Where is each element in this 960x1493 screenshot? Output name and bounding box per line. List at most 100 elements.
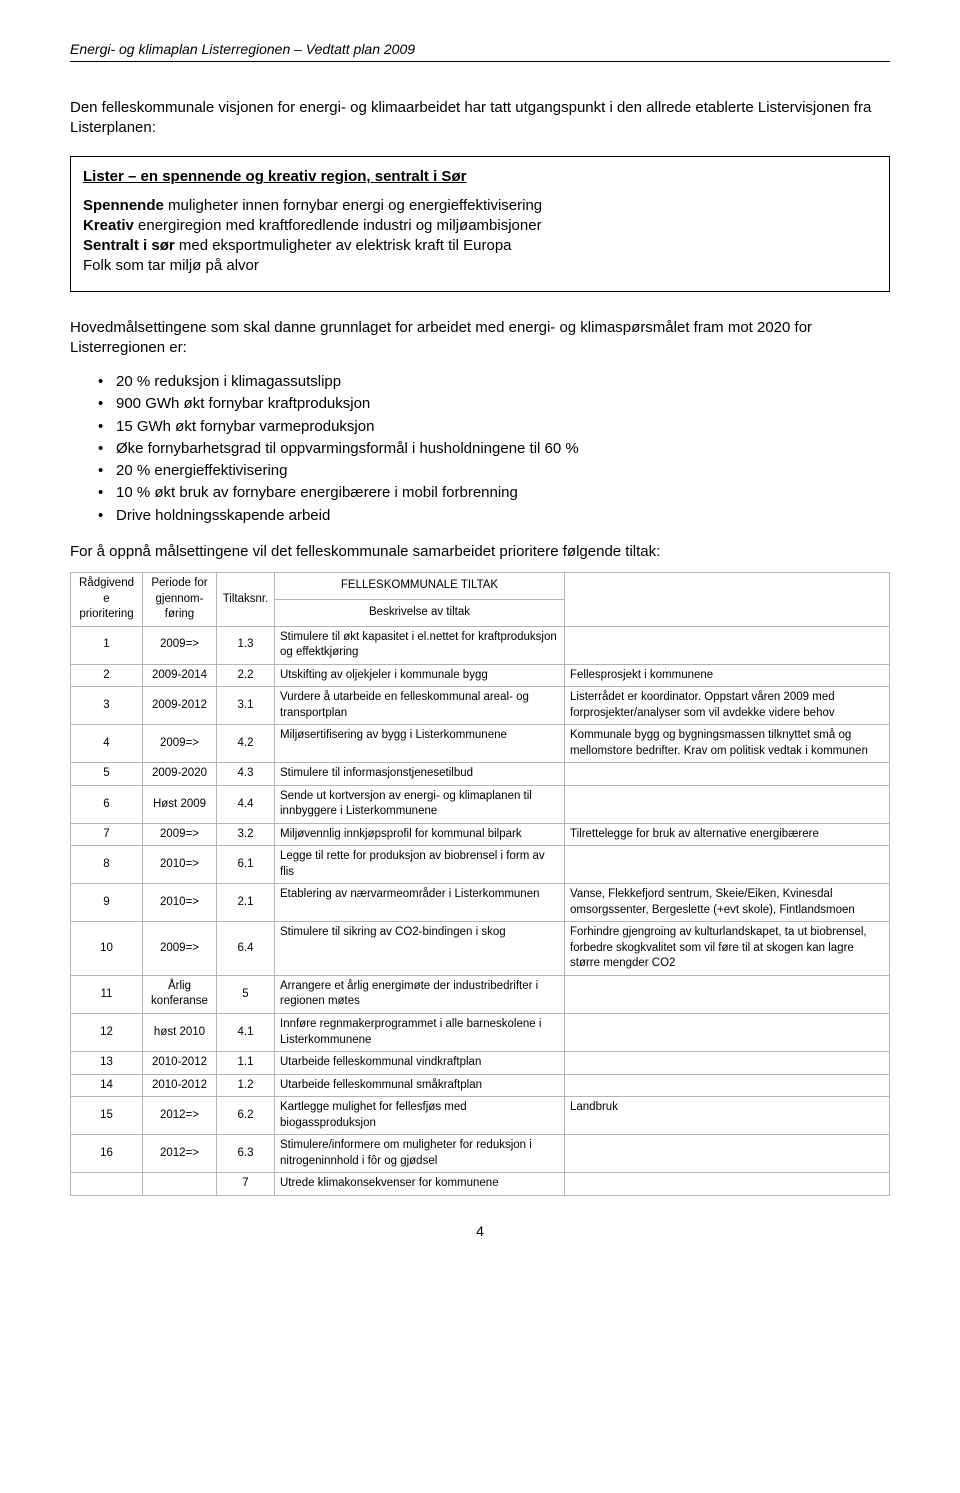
table-cell: 2.1 <box>217 884 275 922</box>
table-cell: Miljøsertifisering av bygg i Listerkommu… <box>275 725 565 763</box>
page-number: 4 <box>70 1222 890 1241</box>
table-cell: 1 <box>71 626 143 664</box>
goal-item: 20 % reduksjon i klimagassutslipp <box>98 372 890 392</box>
table-cell: Landbruk <box>565 1097 890 1135</box>
goal-item: Drive holdningsskapende arbeid <box>98 506 890 526</box>
table-cell: 6.4 <box>217 922 275 976</box>
table-row: 12høst 20104.1Innføre regnmakerprogramme… <box>71 1014 890 1052</box>
table-cell: høst 2010 <box>143 1014 217 1052</box>
table-row: 6Høst 20094.4Sende ut kortversjon av ene… <box>71 785 890 823</box>
table-cell <box>565 626 890 664</box>
table-cell: 2012=> <box>143 1135 217 1173</box>
table-cell: Etablering av nærvarmeområder i Listerko… <box>275 884 565 922</box>
table-cell: Utrede klimakonsekvenser for kommunene <box>275 1173 565 1196</box>
table-cell: 9 <box>71 884 143 922</box>
table-row: 72009=>3.2Miljøvennlig innkjøpsprofil fo… <box>71 823 890 846</box>
table-cell <box>565 1135 890 1173</box>
table-cell: Innføre regnmakerprogrammet i alle barne… <box>275 1014 565 1052</box>
table-cell: Fellesprosjekt i kommunene <box>565 664 890 687</box>
th-measures-top: FELLESKOMMUNALE TILTAK <box>275 573 565 600</box>
table-cell: 5 <box>71 763 143 786</box>
table-row: 7Utrede klimakonsekvenser for kommunene <box>71 1173 890 1196</box>
table-cell: 11 <box>71 975 143 1013</box>
table-row: 132010-20121.1Utarbeide felleskommunal v… <box>71 1052 890 1075</box>
table-cell: 1.2 <box>217 1074 275 1097</box>
th-num: Tiltaksnr. <box>217 573 275 627</box>
table-cell: 15 <box>71 1097 143 1135</box>
table-row: 12009=>1.3Stimulere til økt kapasitet i … <box>71 626 890 664</box>
table-cell: 3.2 <box>217 823 275 846</box>
table-cell: Kommunale bygg og bygningsmassen tilknyt… <box>565 725 890 763</box>
goal-item: 15 GWh økt fornybar varmeproduksjon <box>98 417 890 437</box>
table-row: 52009-20204.3Stimulere til informasjonst… <box>71 763 890 786</box>
goal-item: 20 % energieffektivisering <box>98 461 890 481</box>
table-cell: 4.2 <box>217 725 275 763</box>
table-cell: 6.2 <box>217 1097 275 1135</box>
table-cell: Stimulere/informere om muligheter for re… <box>275 1135 565 1173</box>
table-cell: Kartlegge mulighet for fellesfjøs med bi… <box>275 1097 565 1135</box>
table-cell: 2009=> <box>143 922 217 976</box>
table-row: 92010=>2.1Etablering av nærvarmeområder … <box>71 884 890 922</box>
table-cell <box>565 1014 890 1052</box>
table-cell: Arrangere et årlig energimøte der indust… <box>275 975 565 1013</box>
table-cell: Forhindre gjengroing av kulturlandskapet… <box>565 922 890 976</box>
closing-text: For å oppnå målsettingene vil det felles… <box>70 542 890 562</box>
table-cell: 12 <box>71 1014 143 1052</box>
table-row: 42009=>4.2Miljøsertifisering av bygg i L… <box>71 725 890 763</box>
vision-line: Kreativ energiregion med kraftforedlende… <box>83 216 877 236</box>
table-cell: 2010=> <box>143 846 217 884</box>
table-cell: 2010-2012 <box>143 1052 217 1075</box>
table-cell: 5 <box>217 975 275 1013</box>
table-cell <box>565 763 890 786</box>
vision-line: Sentralt i sør med eksportmuligheter av … <box>83 236 877 256</box>
table-cell: Sende ut kortversjon av energi- og klima… <box>275 785 565 823</box>
table-cell: 16 <box>71 1135 143 1173</box>
vision-title: Lister – en spennende og kreativ region,… <box>83 167 877 187</box>
table-row: 32009-20123.1Vurdere å utarbeide en fell… <box>71 687 890 725</box>
vision-line: Spennende muligheter innen fornybar ener… <box>83 196 877 216</box>
table-cell: 7 <box>217 1173 275 1196</box>
table-cell <box>565 1052 890 1075</box>
table-row: 152012=>6.2Kartlegge mulighet for felles… <box>71 1097 890 1135</box>
table-cell: 2009=> <box>143 626 217 664</box>
measures-table: Rådgivende prioritering Periode for gjen… <box>70 572 890 1196</box>
table-cell: Vurdere å utarbeide en felleskommunal ar… <box>275 687 565 725</box>
table-cell: 8 <box>71 846 143 884</box>
table-cell: 3 <box>71 687 143 725</box>
table-cell: Årlig konferanse <box>143 975 217 1013</box>
table-cell: 2009-2014 <box>143 664 217 687</box>
table-cell: Utarbeide felleskommunal småkraftplan <box>275 1074 565 1097</box>
table-cell: 2010-2012 <box>143 1074 217 1097</box>
table-cell <box>143 1173 217 1196</box>
table-cell: 2009=> <box>143 823 217 846</box>
table-cell: Miljøvennlig innkjøpsprofil for kommunal… <box>275 823 565 846</box>
table-cell: Utskifting av oljekjeler i kommunale byg… <box>275 664 565 687</box>
table-cell: 13 <box>71 1052 143 1075</box>
table-cell: 14 <box>71 1074 143 1097</box>
table-cell: 4 <box>71 725 143 763</box>
th-note <box>565 573 890 627</box>
table-cell: Vanse, Flekkefjord sentrum, Skeie/Eiken,… <box>565 884 890 922</box>
th-period: Periode for gjennom-føring <box>143 573 217 627</box>
doc-header: Energi- og klimaplan Listerregionen – Ve… <box>70 40 890 59</box>
table-cell <box>71 1173 143 1196</box>
goal-item: Øke fornybarhetsgrad til oppvarmingsform… <box>98 439 890 459</box>
intro-text: Den felleskommunale visjonen for energi-… <box>70 98 890 139</box>
table-cell <box>565 1074 890 1097</box>
table-cell: Stimulere til sikring av CO2-bindingen i… <box>275 922 565 976</box>
table-cell: 3.1 <box>217 687 275 725</box>
table-cell: 2010=> <box>143 884 217 922</box>
table-cell: 2.2 <box>217 664 275 687</box>
table-cell: 2 <box>71 664 143 687</box>
table-cell: Stimulere til økt kapasitet i el.nettet … <box>275 626 565 664</box>
th-priority: Rådgivende prioritering <box>71 573 143 627</box>
table-cell: Legge til rette for produksjon av biobre… <box>275 846 565 884</box>
goal-item: 900 GWh økt fornybar kraftproduksjon <box>98 394 890 414</box>
table-cell: 4.1 <box>217 1014 275 1052</box>
table-cell: Høst 2009 <box>143 785 217 823</box>
table-row: 11Årlig konferanse5Arrangere et årlig en… <box>71 975 890 1013</box>
goals-lead: Hovedmålsettingene som skal danne grunnl… <box>70 318 890 359</box>
table-cell: 10 <box>71 922 143 976</box>
table-cell <box>565 846 890 884</box>
table-cell: 2009-2020 <box>143 763 217 786</box>
